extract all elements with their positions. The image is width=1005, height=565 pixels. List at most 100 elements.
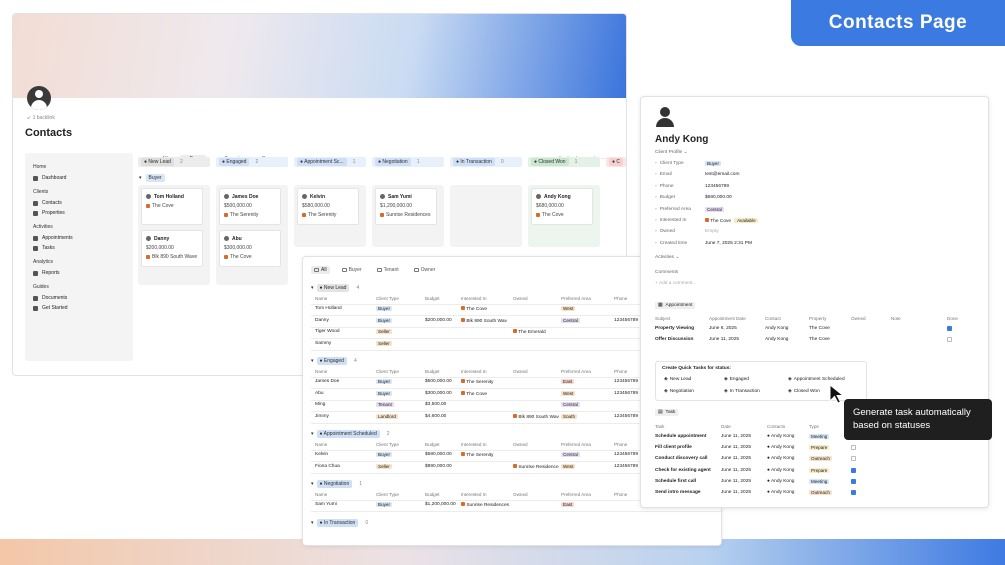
sidebar-item-appointments[interactable]: Appointments	[33, 233, 125, 243]
task-header-contacts[interactable]: Contacts	[767, 424, 786, 429]
prop-value-phone[interactable]: 123456789	[705, 183, 730, 189]
board-column-appointment-sc[interactable]: ● Appointment Sc... 1	[294, 157, 366, 167]
backlink[interactable]: ↙ 1 backlink	[27, 115, 55, 121]
column-header-interested-in[interactable]: Interested In	[461, 296, 487, 301]
task-name[interactable]: Schedule first call	[655, 478, 697, 484]
quick-task-closed-won[interactable]: ◈ Closed Won	[788, 389, 820, 394]
quick-task-in-transaction[interactable]: ◈ In Transaction	[724, 389, 760, 394]
prop-value-owned[interactable]: Empty	[705, 229, 719, 235]
contact-card[interactable]: Sam Yumi $1,200,000.00 Sunrise Residences	[375, 188, 437, 225]
column-header-interested-in[interactable]: Interested In	[461, 492, 487, 497]
quick-task-negotiation[interactable]: ◈ Negotiation	[664, 389, 694, 394]
tab-buyer[interactable]: Buyer	[339, 266, 365, 274]
appt-subject[interactable]: Property Viewing	[655, 326, 695, 331]
checkbox-checked[interactable]	[851, 467, 856, 473]
quick-task-new-lead[interactable]: ◈ New Lead	[664, 377, 691, 382]
more-icon[interactable]: ⋯	[600, 156, 606, 162]
appt-header-owned[interactable]: Owned	[851, 316, 866, 321]
appt-header-done[interactable]: Done	[947, 316, 958, 321]
comment-input[interactable]: + Add a comment...	[655, 281, 697, 286]
column-header-name[interactable]: Name	[315, 369, 328, 374]
table-group-negotiation[interactable]: ▾ ● Negotiation 1	[311, 480, 362, 488]
chevron-down-icon[interactable]: ▾	[311, 285, 314, 291]
contact-card[interactable]: James Doe $500,000.00 The Serenity	[219, 188, 281, 225]
chevron-down-icon[interactable]: ▾	[311, 519, 314, 526]
checkbox-checked[interactable]	[851, 478, 856, 484]
quick-task-engaged[interactable]: ◈ Engaged	[724, 377, 749, 382]
task-header-type[interactable]: Type	[809, 424, 819, 429]
appt-header-subject[interactable]: Subject	[655, 316, 671, 321]
column-header-interested-in[interactable]: Interested In	[461, 369, 487, 374]
appt-header-property[interactable]: Property	[809, 316, 827, 321]
column-header-phone[interactable]: Phone	[614, 442, 628, 447]
tab-appointment[interactable]: ▦ Appointment	[655, 302, 696, 309]
tab-all[interactable]: All	[311, 266, 330, 274]
checkbox-unchecked[interactable]	[947, 337, 952, 342]
sidebar-item-get-started[interactable]: Get Started	[33, 303, 125, 313]
column-header-budget[interactable]: Budget	[425, 296, 440, 301]
column-header-client-type[interactable]: Client Type	[376, 492, 399, 497]
checkbox-checked[interactable]	[947, 326, 952, 331]
sidebar-item-dashboard[interactable]: Dashboard	[33, 173, 125, 183]
sidebar-item-documents[interactable]: Documents	[33, 293, 125, 303]
task-contact[interactable]: ● Andy Kong	[767, 434, 794, 439]
table-group-appointment-scheduled[interactable]: ▾ ● Appointment Scheduled 2	[311, 430, 390, 438]
board-column-c[interactable]: ● C	[606, 157, 626, 167]
column-header-budget[interactable]: Budget	[425, 369, 440, 374]
quick-task-appointment-scheduled[interactable]: ◈ Appointment Scheduled	[788, 377, 845, 382]
column-header-budget[interactable]: Budget	[425, 442, 440, 447]
prop-value-client-type[interactable]: Buyer	[705, 161, 722, 167]
task-name[interactable]: Fill client profile	[655, 445, 692, 451]
board-column-closed-won[interactable]: ● Closed Won 1	[528, 157, 600, 167]
column-header-preferred-area[interactable]: Preferred Area	[561, 442, 591, 447]
sidebar-item-tasks[interactable]: Tasks	[33, 243, 125, 253]
chevron-down-icon[interactable]: ▾	[311, 481, 314, 487]
table-group-new-lead[interactable]: ▾ ● New Lead 4	[311, 284, 359, 292]
chevron-down-icon[interactable]: ▾	[311, 358, 314, 364]
contact-card[interactable]: Tom Holland The Cove	[141, 188, 203, 225]
column-header-client-type[interactable]: Client Type	[376, 296, 399, 301]
row-name[interactable]: Sam Yumi	[315, 502, 337, 507]
board-column-engaged[interactable]: ● Engaged 2	[216, 157, 288, 167]
row-name[interactable]: Kelvin	[315, 452, 329, 457]
task-contact[interactable]: ● Andy Kong	[767, 490, 794, 495]
task-contact[interactable]: ● Andy Kong	[767, 456, 794, 461]
task-header-task[interactable]: Task	[655, 424, 665, 429]
contact-card[interactable]: Abu $300,000.00 The Cove	[219, 230, 281, 267]
task-contact[interactable]: ● Andy Kong	[767, 468, 794, 473]
row-name[interactable]: Tiger Wood	[315, 329, 340, 334]
board-column-negotiation[interactable]: ● Negotiation 1	[372, 157, 444, 167]
column-header-client-type[interactable]: Client Type	[376, 369, 399, 374]
contact-card[interactable]: Danny $200,000.00 Blk 890 South Wave	[141, 230, 203, 267]
row-name[interactable]: Abu	[315, 390, 324, 396]
row-name[interactable]: Tom Holland	[315, 306, 342, 311]
contact-card[interactable]: Andy Kong $680,000.00 The Cove	[531, 188, 593, 225]
tab-owner[interactable]: Owner	[411, 266, 439, 274]
row-name[interactable]: Danny	[315, 317, 329, 323]
task-header-date[interactable]: Date	[721, 424, 731, 429]
chevron-down-icon[interactable]: ▾	[139, 175, 142, 181]
column-header-name[interactable]: Name	[315, 442, 328, 447]
task-name[interactable]: Conduct discovery call	[655, 456, 708, 462]
column-header-name[interactable]: Name	[315, 296, 328, 301]
task-name[interactable]: Send intro message	[655, 490, 701, 495]
task-contact[interactable]: ● Andy Kong	[767, 445, 794, 450]
task-contact[interactable]: ● Andy Kong	[767, 479, 794, 484]
board-column-in-transaction[interactable]: ● In Transaction 0	[450, 157, 522, 167]
appt-header-note[interactable]: Note	[891, 316, 901, 321]
prop-value-created-time[interactable]: June 7, 2025 2:31 PM	[705, 240, 752, 246]
column-header-name[interactable]: Name	[315, 492, 328, 497]
row-name[interactable]: Ming	[315, 402, 326, 407]
column-header-phone[interactable]: Phone	[614, 492, 628, 497]
checkbox-unchecked[interactable]	[851, 456, 856, 462]
column-header-owned[interactable]: Owned	[513, 369, 528, 374]
tab-task[interactable]: ▤ Task	[655, 409, 679, 416]
checkbox-checked[interactable]	[851, 490, 856, 495]
checkbox-unchecked[interactable]	[851, 445, 856, 451]
row-name[interactable]: Jimmy	[315, 413, 329, 419]
table-group-in-transaction[interactable]: ▾ ● In Transaction 0	[311, 518, 368, 527]
prop-value-preferred-area[interactable]: Central	[705, 206, 724, 213]
sidebar-item-reports[interactable]: Reports	[33, 268, 125, 278]
sidebar-item-contacts[interactable]: Contacts	[33, 198, 125, 208]
column-header-preferred-area[interactable]: Preferred Area	[561, 296, 591, 301]
